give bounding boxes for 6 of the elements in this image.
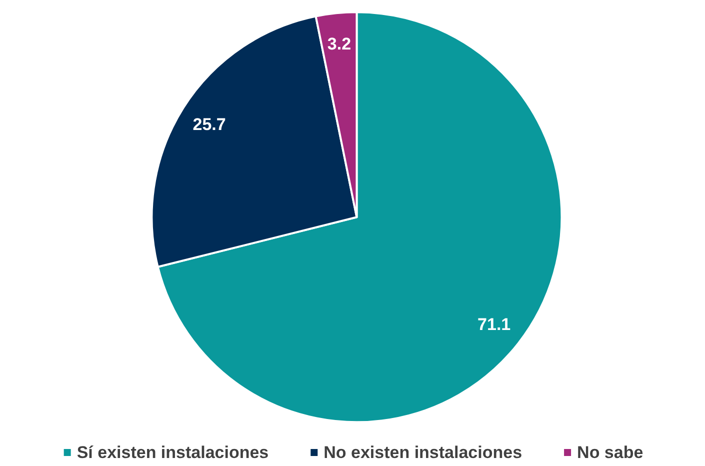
legend-label: No existen instalaciones [324,443,522,462]
data-label: 25.7 [192,114,226,134]
legend-label: Sí existen instalaciones [76,443,269,462]
data-label: 71.1 [478,314,511,334]
data-label: 3.2 [327,34,352,54]
legend-label: No sabe [577,443,644,462]
